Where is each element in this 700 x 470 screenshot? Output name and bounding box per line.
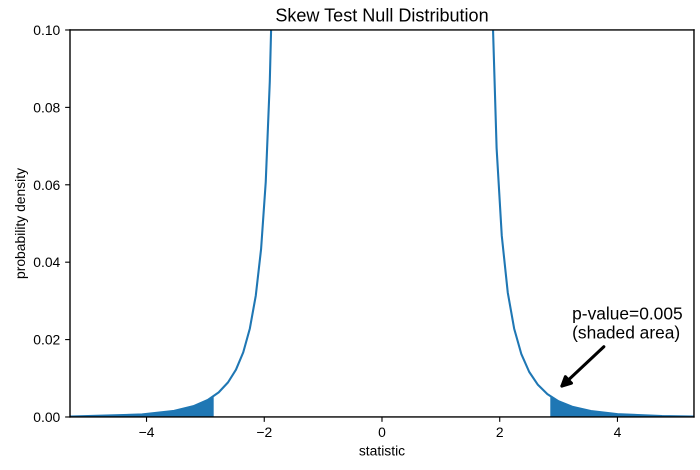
svg-text:p-value=0.005: p-value=0.005: [572, 304, 683, 324]
svg-text:0.10: 0.10: [33, 22, 60, 38]
svg-text:0.00: 0.00: [33, 409, 60, 425]
svg-text:−4: −4: [139, 424, 155, 440]
svg-text:probability density: probability density: [12, 168, 28, 279]
svg-text:0.06: 0.06: [33, 177, 60, 193]
svg-text:4: 4: [614, 424, 622, 440]
svg-text:−2: −2: [256, 424, 272, 440]
svg-text:(shaded area): (shaded area): [572, 322, 680, 342]
svg-text:2: 2: [496, 424, 504, 440]
svg-text:statistic: statistic: [359, 442, 405, 458]
svg-text:Skew Test Null Distribution: Skew Test Null Distribution: [275, 6, 488, 26]
svg-text:0.04: 0.04: [33, 254, 60, 270]
svg-text:0.08: 0.08: [33, 99, 60, 115]
svg-text:0: 0: [378, 424, 386, 440]
svg-text:0.02: 0.02: [33, 332, 60, 348]
